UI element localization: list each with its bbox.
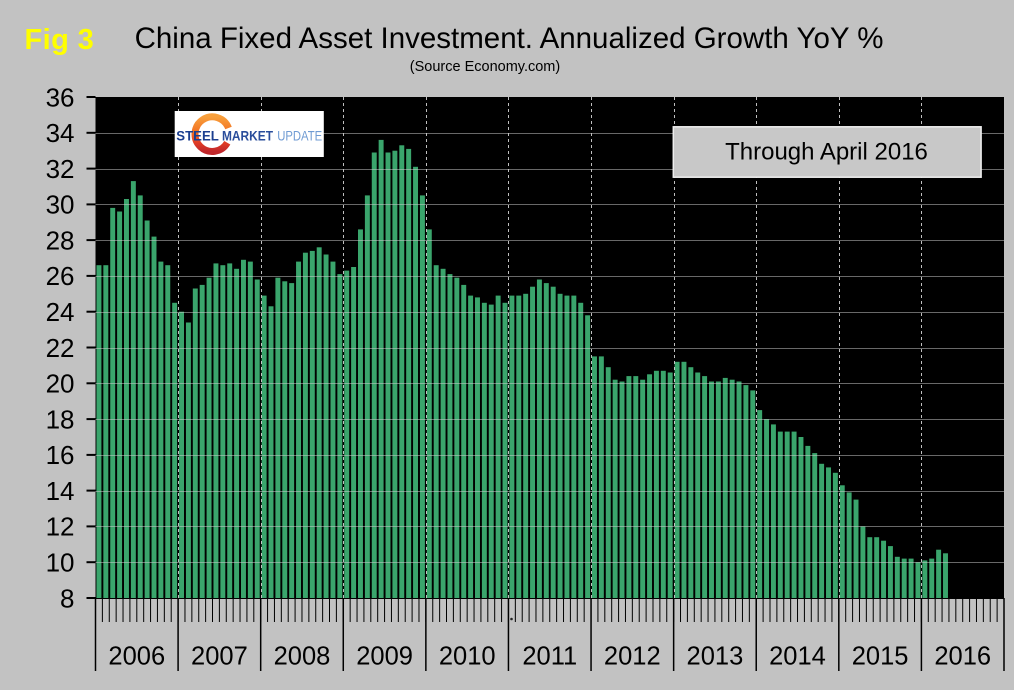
svg-text:2016: 2016 bbox=[934, 643, 991, 671]
svg-text:2009: 2009 bbox=[356, 643, 413, 671]
svg-text:China Fixed Asset Investment.: China Fixed Asset Investment. Annualized… bbox=[135, 22, 884, 55]
svg-text:30: 30 bbox=[46, 190, 75, 220]
svg-text:2010: 2010 bbox=[439, 643, 496, 671]
svg-text:2011: 2011 bbox=[522, 643, 577, 671]
svg-text:2007: 2007 bbox=[191, 643, 248, 671]
svg-text:34: 34 bbox=[46, 118, 75, 148]
svg-text:32: 32 bbox=[46, 154, 75, 184]
svg-text:(Source Economy.com): (Source Economy.com) bbox=[410, 59, 560, 75]
svg-text:UPDATE: UPDATE bbox=[277, 128, 322, 144]
svg-text:MARKET: MARKET bbox=[222, 128, 273, 144]
svg-text:Fig 3: Fig 3 bbox=[25, 24, 95, 56]
svg-text:10: 10 bbox=[46, 548, 75, 578]
svg-text:14: 14 bbox=[46, 476, 75, 506]
svg-text:12: 12 bbox=[46, 512, 75, 542]
svg-text:2015: 2015 bbox=[852, 643, 909, 671]
svg-text:28: 28 bbox=[46, 225, 75, 255]
svg-text:20: 20 bbox=[46, 369, 75, 399]
svg-text:Through April 2016: Through April 2016 bbox=[725, 139, 928, 166]
svg-text:2006: 2006 bbox=[108, 643, 165, 671]
svg-text:8: 8 bbox=[60, 583, 74, 613]
svg-text:16: 16 bbox=[46, 440, 75, 470]
svg-text:26: 26 bbox=[46, 261, 75, 291]
svg-text:STEEL: STEEL bbox=[176, 128, 219, 144]
svg-text:2008: 2008 bbox=[274, 643, 331, 671]
svg-text:2013: 2013 bbox=[687, 643, 744, 671]
svg-text:22: 22 bbox=[46, 333, 75, 363]
svg-text:24: 24 bbox=[46, 297, 75, 327]
svg-text:2014: 2014 bbox=[769, 643, 826, 671]
svg-text:36: 36 bbox=[46, 82, 75, 112]
svg-text:18: 18 bbox=[46, 404, 75, 434]
svg-text:2012: 2012 bbox=[604, 643, 661, 671]
